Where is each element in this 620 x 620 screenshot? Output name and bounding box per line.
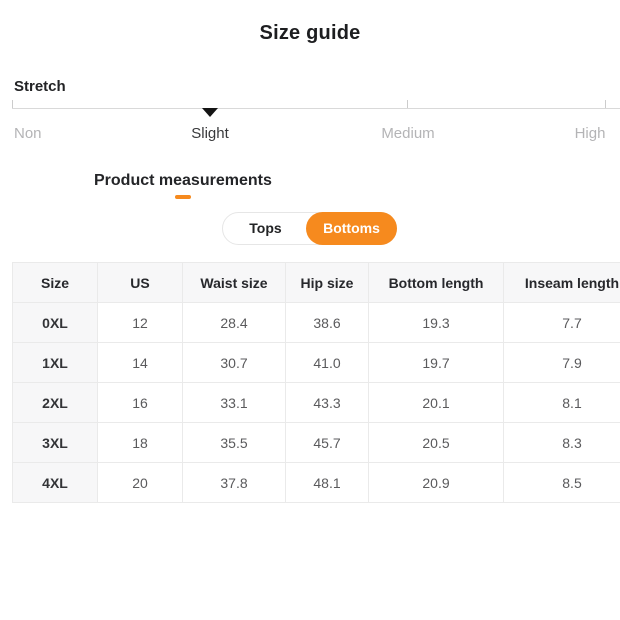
hip-cell: 48.1	[285, 462, 369, 503]
waist-cell: 28.4	[182, 302, 286, 343]
table-row: 0XL 12 28.4 38.6 19.3 7.7	[12, 302, 620, 343]
stretch-level-high: High	[574, 125, 606, 142]
waist-cell: 37.8	[182, 462, 286, 503]
category-tabs: Tops Bottoms	[222, 212, 397, 245]
column-header-us: US	[97, 262, 183, 303]
column-header-hip-size: Hip size	[285, 262, 369, 303]
column-header-waist-size: Waist size	[182, 262, 286, 303]
inseam-length-cell: 8.1	[503, 382, 620, 423]
stretch-tick	[407, 100, 408, 108]
table-row: 4XL 20 37.8 48.1 20.9 8.5	[12, 462, 620, 503]
hip-cell: 43.3	[285, 382, 369, 423]
us-cell: 12	[97, 302, 183, 343]
measurements-table-container: Size US Waist size Hip size Bottom lengt…	[12, 262, 620, 505]
bottom-length-cell: 19.7	[368, 342, 504, 383]
page-title: Size guide	[259, 22, 361, 44]
inseam-length-cell: 7.7	[503, 302, 620, 343]
bottom-length-cell: 20.9	[368, 462, 504, 503]
stretch-level-medium: Medium	[381, 125, 435, 142]
stretch-level-slight: Slight	[191, 125, 229, 142]
table-row: 2XL 16 33.1 43.3 20.1 8.1	[12, 382, 620, 423]
stretch-track	[12, 108, 620, 109]
stretch-level-non: Non	[14, 125, 42, 142]
inseam-length-cell: 7.9	[503, 342, 620, 383]
size-cell: 0XL	[12, 302, 98, 343]
waist-cell: 30.7	[182, 342, 286, 383]
product-measurements-heading: Product measurements	[94, 172, 272, 189]
waist-cell: 33.1	[182, 382, 286, 423]
us-cell: 18	[97, 422, 183, 463]
tab-bottoms[interactable]: Bottoms	[306, 212, 397, 245]
table-header-row: Size US Waist size Hip size Bottom lengt…	[12, 262, 620, 303]
waist-cell: 35.5	[182, 422, 286, 463]
table-row: 3XL 18 35.5 45.7 20.5 8.3	[12, 422, 620, 463]
us-cell: 20	[97, 462, 183, 503]
column-header-size: Size	[12, 262, 98, 303]
size-cell: 1XL	[12, 342, 98, 383]
bottom-length-cell: 20.5	[368, 422, 504, 463]
stretch-tick	[12, 100, 13, 108]
measurements-table: Size US Waist size Hip size Bottom lengt…	[12, 262, 620, 503]
stretch-label: Stretch	[14, 78, 66, 95]
us-cell: 14	[97, 342, 183, 383]
us-cell: 16	[97, 382, 183, 423]
column-header-bottom-length: Bottom length	[368, 262, 504, 303]
heading-accent-underline	[175, 195, 191, 199]
column-header-inseam-length: Inseam length	[503, 262, 620, 303]
bottom-length-cell: 20.1	[368, 382, 504, 423]
hip-cell: 45.7	[285, 422, 369, 463]
inseam-length-cell: 8.3	[503, 422, 620, 463]
stretch-marker-triangle-icon	[202, 108, 218, 117]
size-cell: 2XL	[12, 382, 98, 423]
inseam-length-cell: 8.5	[503, 462, 620, 503]
size-cell: 4XL	[12, 462, 98, 503]
bottom-length-cell: 19.3	[368, 302, 504, 343]
hip-cell: 38.6	[285, 302, 369, 343]
hip-cell: 41.0	[285, 342, 369, 383]
stretch-tick	[605, 100, 606, 108]
tab-tops[interactable]: Tops	[249, 220, 282, 236]
size-cell: 3XL	[12, 422, 98, 463]
table-row: 1XL 14 30.7 41.0 19.7 7.9	[12, 342, 620, 383]
